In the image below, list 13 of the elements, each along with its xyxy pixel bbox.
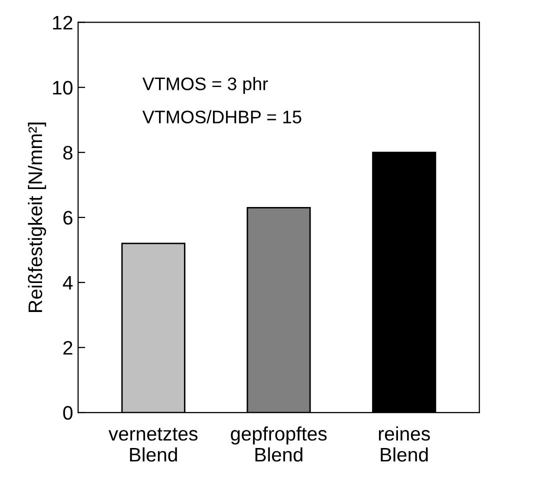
y-tick-label: 6 bbox=[63, 210, 72, 225]
annotation: VTMOS = 3 phr bbox=[142, 76, 268, 94]
annotation: VTMOS/DHBP = 15 bbox=[142, 110, 302, 124]
y-tick-label: 4 bbox=[62, 276, 73, 290]
y-tick-label: 2 bbox=[63, 340, 72, 355]
x-tick-label: gepfropftes Blend bbox=[230, 426, 327, 462]
y-tick-label: 10 bbox=[53, 80, 72, 95]
y-tick-label: 0 bbox=[63, 406, 72, 420]
y-tick-label: 8 bbox=[63, 146, 72, 160]
y-axis-title: Reißfestigkeit [N/mm²] bbox=[28, 122, 46, 312]
x-tick-label: reines Blend bbox=[378, 426, 430, 462]
x-tick-label: vernetztes Blend bbox=[108, 428, 198, 462]
y-tick-label: 12 bbox=[53, 16, 72, 30]
